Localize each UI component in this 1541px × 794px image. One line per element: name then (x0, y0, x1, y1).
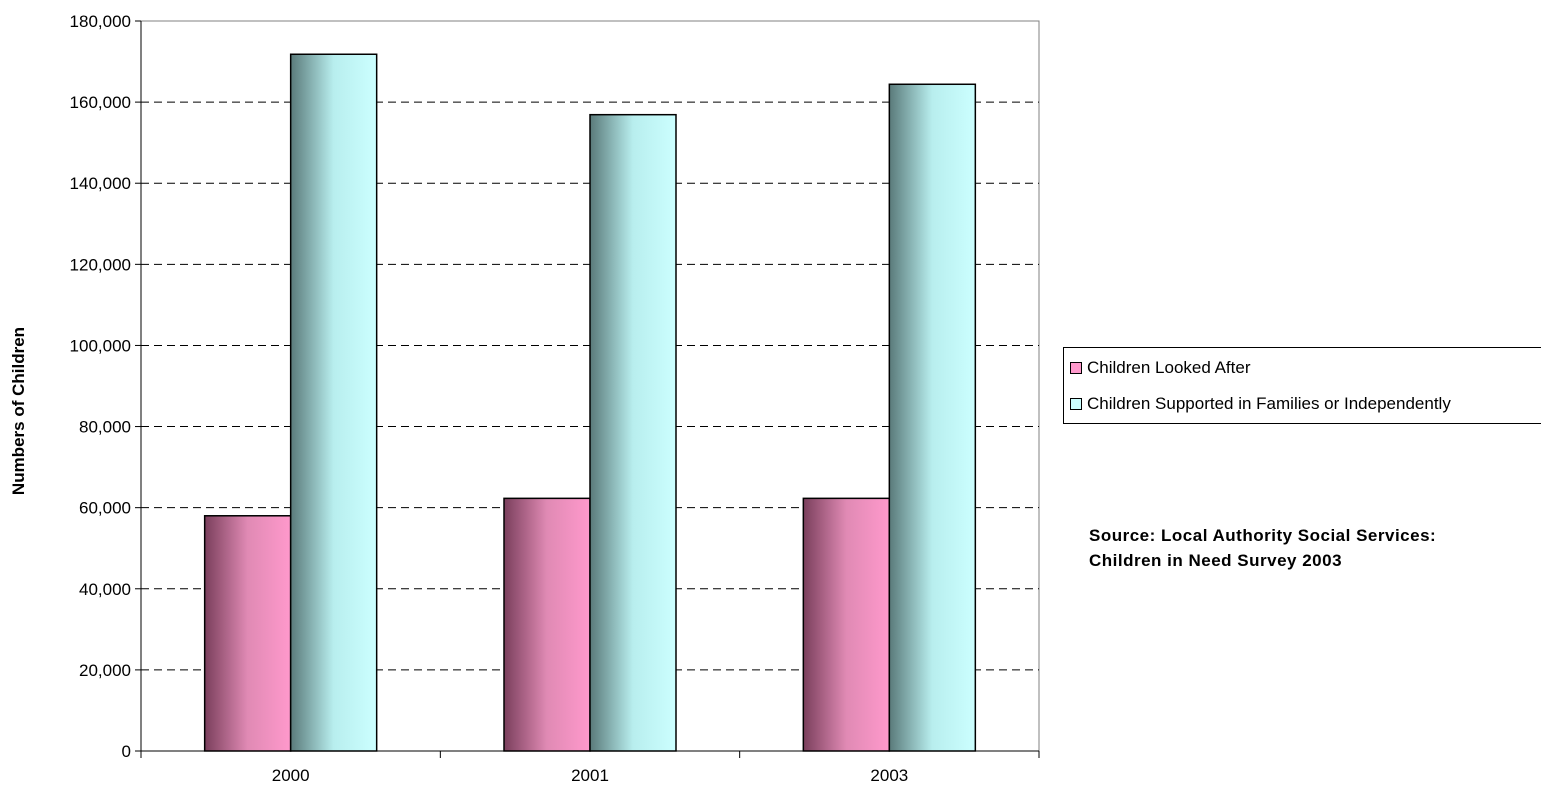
x-tick-label: 2001 (571, 766, 609, 785)
source-line-1: Source: Local Authority Social Services: (1089, 526, 1437, 545)
source-line-2: Children in Need Survey 2003 (1089, 551, 1343, 570)
legend-item-children-supported: Children Supported in Families or Indepe… (1070, 394, 1451, 414)
bar-children-looked-after-2003 (802, 497, 891, 752)
y-tick-label: 20,000 (79, 661, 131, 680)
y-tick-label: 0 (122, 742, 131, 761)
bar-children-looked-after-2001 (503, 497, 591, 752)
y-tick-label: 180,000 (70, 12, 131, 31)
axes (135, 20, 1040, 758)
y-tick-label: 80,000 (79, 418, 131, 437)
y-tick-label: 40,000 (79, 580, 131, 599)
legend-label: Children Looked After (1087, 358, 1251, 377)
y-axis-title: Numbers of Children (9, 327, 28, 495)
bar-children-supported-2000 (289, 53, 378, 752)
bar-children-looked-after-2000 (203, 515, 292, 752)
bar-children-supported-2003 (888, 83, 977, 752)
y-tick-label: 140,000 (70, 174, 131, 193)
y-tick-label: 120,000 (70, 255, 131, 274)
y-tick-label: 100,000 (70, 336, 131, 355)
legend-label: Children Supported in Families or Indepe… (1087, 394, 1451, 413)
x-tick-label: 2003 (870, 766, 908, 785)
bar-children-supported-2001 (589, 113, 677, 752)
legend: Children Looked After Children Supported… (1063, 347, 1541, 424)
legend-swatch-cyan (1070, 398, 1082, 410)
tick-labels: 0 20,000 40,000 60,000 80,000 100,000 120,000 1… (70, 12, 909, 785)
bars (203, 53, 977, 752)
legend-swatch-pink (1070, 362, 1082, 374)
source-annotation: Source: Local Authority Social Services:… (1089, 523, 1539, 573)
y-tick-label: 60,000 (79, 499, 131, 518)
y-tick-label: 160,000 (70, 93, 131, 112)
x-tick-label: 2000 (272, 766, 310, 785)
legend-item-children-looked-after: Children Looked After (1070, 358, 1251, 378)
